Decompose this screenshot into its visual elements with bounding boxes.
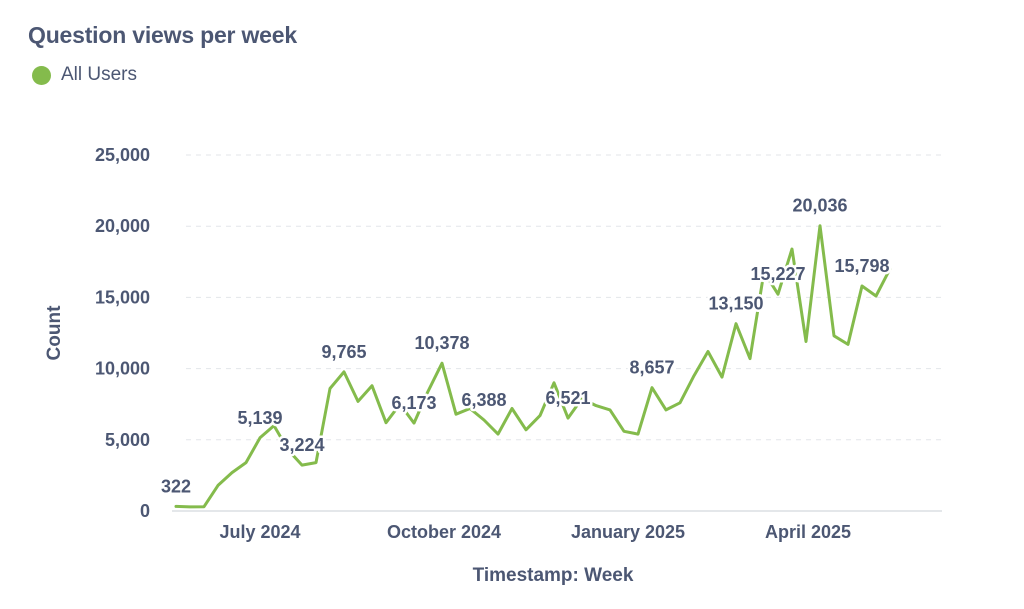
legend-dot-icon — [32, 65, 51, 85]
data-label: 5,139 — [237, 408, 282, 428]
data-label: 15,798 — [834, 256, 889, 276]
axes: 0 5,000 10,000 15,000 20,000 25,000 July 2024 O… — [95, 145, 942, 542]
series — [174, 224, 892, 509]
x-tick-label: October 2024 — [387, 522, 501, 542]
data-label: 6,388 — [461, 390, 506, 410]
x-tick-label: July 2024 — [219, 522, 300, 542]
legend-label: All Users — [61, 64, 138, 85]
y-tick-label: 0 — [140, 501, 150, 521]
data-label: 15,227 — [750, 264, 805, 284]
data-label: 322 — [161, 476, 191, 496]
data-label: 6,521 — [545, 388, 590, 408]
y-tick-label: 15,000 — [95, 287, 150, 307]
legend[interactable]: All Users — [32, 64, 137, 86]
x-axis-title: Timestamp: Week — [473, 565, 634, 586]
data-label: 13,150 — [708, 294, 763, 314]
data-label: 10,378 — [414, 333, 469, 353]
y-tick-label: 25,000 — [95, 145, 150, 165]
chart-title: Question views per week — [28, 22, 297, 48]
data-label: 9,765 — [321, 342, 366, 362]
data-label: 8,657 — [629, 358, 674, 378]
data-label: 6,173 — [391, 393, 436, 413]
y-tick-label: 20,000 — [95, 216, 150, 236]
data-label: 20,036 — [792, 196, 847, 216]
series-line — [174, 224, 892, 509]
data-label: 3,224 — [279, 435, 324, 455]
y-axis-title: Count — [44, 305, 65, 361]
grid — [186, 154, 942, 441]
data-labels: 322 5,139 3,224 9,765 6,173 10,378 6,388 6,521 8… — [158, 193, 892, 499]
y-tick-label: 5,000 — [105, 430, 150, 450]
y-tick-label: 10,000 — [95, 359, 150, 379]
x-tick-label: April 2025 — [765, 522, 851, 542]
x-tick-label: January 2025 — [571, 522, 685, 542]
